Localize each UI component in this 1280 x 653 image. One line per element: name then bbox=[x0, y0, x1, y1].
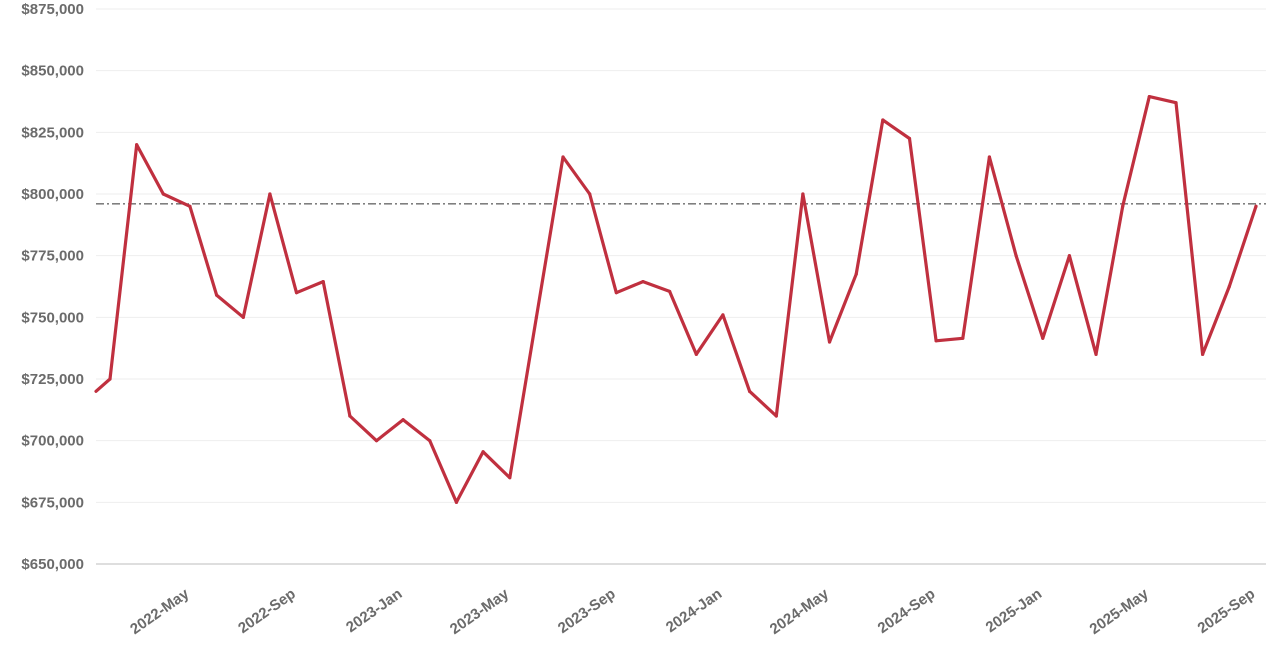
data-point bbox=[801, 192, 805, 196]
x-tick-label: 2024-May bbox=[767, 585, 833, 638]
data-point bbox=[748, 389, 752, 393]
data-point bbox=[1094, 352, 1098, 356]
data-point bbox=[534, 315, 539, 319]
data-point bbox=[561, 155, 565, 159]
data-point bbox=[481, 450, 485, 454]
data-point bbox=[321, 279, 325, 284]
data-point bbox=[135, 143, 139, 147]
data-point bbox=[294, 291, 299, 295]
gridlines bbox=[96, 8, 1266, 503]
data-point bbox=[987, 155, 992, 159]
x-axis: 2022-May 2022-Sep 2023-Jan 2023-May 2023-Sep… bbox=[96, 563, 1266, 638]
x-tick-label: 2023-Jan bbox=[343, 585, 405, 636]
data-point bbox=[428, 439, 432, 443]
data-point bbox=[721, 313, 725, 317]
data-point bbox=[614, 291, 618, 295]
y-tick-label: $750,000 bbox=[21, 309, 84, 326]
x-tick-label: 2025-May bbox=[1087, 585, 1153, 638]
data-point bbox=[641, 279, 645, 284]
data-point bbox=[934, 339, 938, 343]
series-line bbox=[94, 95, 1258, 504]
data-point bbox=[348, 414, 352, 418]
y-tick-label: $775,000 bbox=[21, 248, 84, 265]
data-point bbox=[508, 476, 512, 480]
data-point bbox=[907, 136, 912, 141]
data-point bbox=[161, 192, 165, 196]
data-point bbox=[827, 340, 832, 344]
x-tick-label: 2025-Jan bbox=[983, 585, 1045, 636]
data-point bbox=[454, 500, 459, 504]
data-point bbox=[588, 192, 592, 196]
data-point bbox=[215, 293, 219, 297]
data-point bbox=[401, 418, 405, 422]
y-tick-label: $800,000 bbox=[21, 186, 84, 203]
data-point bbox=[668, 289, 672, 294]
data-point bbox=[1067, 254, 1071, 258]
data-point bbox=[188, 204, 192, 208]
x-tick-label: 2022-May bbox=[127, 585, 193, 638]
y-tick-label: $725,000 bbox=[21, 371, 84, 388]
x-tick-label: 2024-Sep bbox=[875, 585, 939, 637]
data-point bbox=[881, 118, 885, 122]
y-tick-label: $875,000 bbox=[21, 1, 84, 18]
data-point bbox=[1014, 254, 1018, 258]
data-point bbox=[774, 414, 778, 418]
series-layer bbox=[94, 94, 1258, 504]
data-point bbox=[1254, 204, 1258, 208]
data-point bbox=[961, 336, 965, 340]
x-tick-label: 2024-Jan bbox=[663, 585, 725, 636]
data-point bbox=[1147, 94, 1151, 99]
data-point bbox=[1174, 101, 1178, 105]
data-point bbox=[1227, 284, 1231, 289]
y-tick-label: $675,000 bbox=[21, 494, 84, 511]
x-tick-label: 2022-Sep bbox=[235, 585, 299, 637]
data-point bbox=[241, 315, 245, 319]
x-tick-label: 2025-Sep bbox=[1195, 585, 1259, 637]
data-point bbox=[1121, 204, 1125, 208]
y-tick-label: $700,000 bbox=[21, 433, 84, 450]
data-point bbox=[108, 377, 112, 381]
data-point bbox=[694, 352, 698, 356]
y-tick-label: $850,000 bbox=[21, 63, 84, 80]
y-axis: $650,000 $675,000 $700,000 $725,000 $750,000… bbox=[21, 1, 84, 573]
x-tick-label: 2023-May bbox=[447, 585, 513, 638]
data-point bbox=[1041, 336, 1045, 340]
x-tick-label: 2023-Sep bbox=[555, 585, 619, 637]
data-point bbox=[1201, 352, 1205, 356]
data-point bbox=[374, 439, 379, 443]
y-tick-label: $650,000 bbox=[21, 556, 84, 573]
y-tick-label: $825,000 bbox=[21, 124, 84, 141]
data-point bbox=[268, 192, 272, 196]
data-point bbox=[854, 272, 858, 276]
